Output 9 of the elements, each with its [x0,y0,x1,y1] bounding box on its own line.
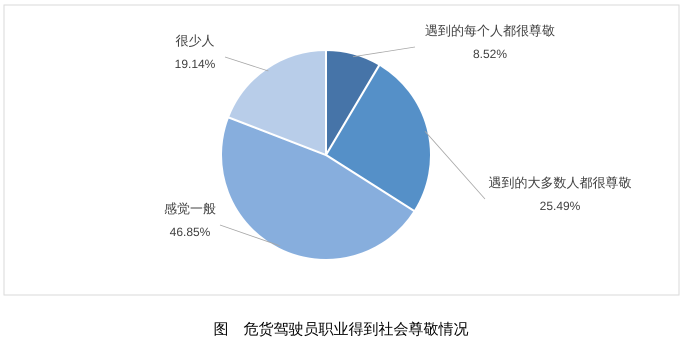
slice-label: 遇到的每个人都很尊敬 [425,24,555,39]
slice-label: 很少人 [176,34,214,49]
slice-label: 遇到的大多数人都很尊敬 [488,176,632,191]
text: 图 危货驾驶员职业得到社会尊敬情况 [214,320,468,338]
data-label: 46.85% [170,225,211,239]
data-label: 8.52% [472,47,508,61]
slice-label: 感觉一般 [164,202,216,217]
data-label: 25.49% [540,199,581,213]
data-label: 19.14% [174,57,216,71]
